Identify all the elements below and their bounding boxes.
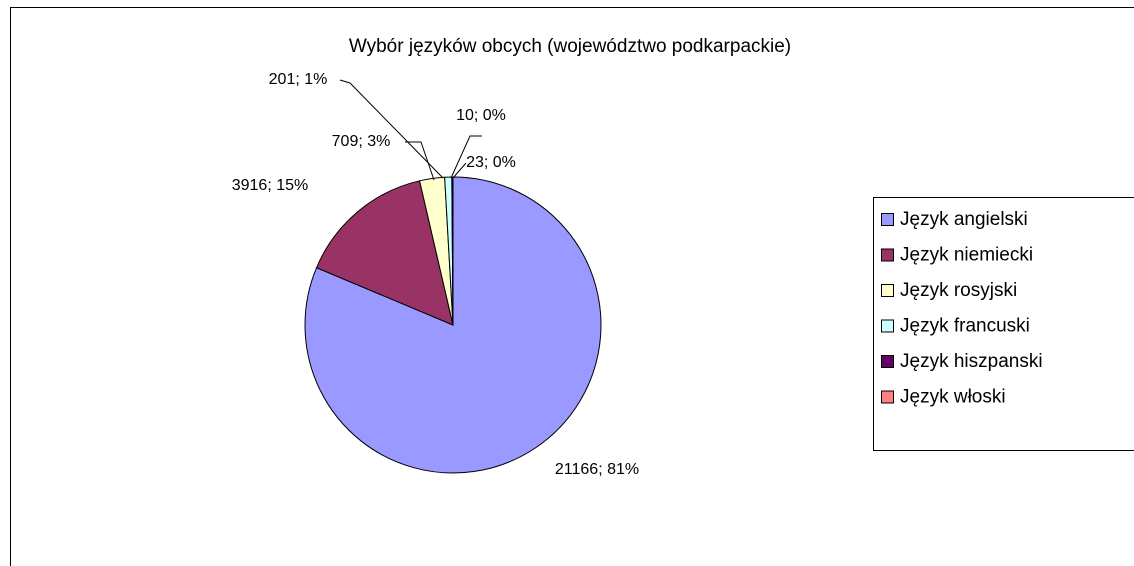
legend-label: Język rosyjski [900, 280, 1017, 301]
data-label: 709; 3% [332, 133, 391, 150]
leader-line [450, 135, 482, 179]
data-label: 201; 1% [269, 71, 328, 88]
data-label: 3916; 15% [232, 177, 309, 194]
pie-slice [315, 180, 454, 326]
legend-swatch [881, 390, 894, 404]
legend-label: Język niemiecki [900, 245, 1033, 266]
legend-swatch [881, 284, 894, 297]
data-label: 21166; 81% [555, 461, 639, 478]
legend-label: Język angielski [900, 209, 1028, 230]
legend-swatch [881, 355, 894, 368]
leader-line [339, 79, 444, 179]
leader-line [405, 141, 435, 181]
legend-swatch [881, 248, 894, 262]
pie-slice [451, 176, 454, 326]
legend-label: Język hiszpanski [900, 351, 1043, 372]
data-label: 23; 0% [466, 154, 516, 171]
legend-box [873, 197, 1134, 451]
legend-label: Język francuski [900, 316, 1030, 337]
legend-label: Język włoski [900, 387, 1006, 408]
leader-line [452, 162, 467, 179]
legend-swatch [881, 213, 894, 226]
chart-title: Wybór języków obcych (województwo podkar… [349, 36, 791, 57]
data-label: 10; 0% [456, 107, 506, 124]
legend-swatch [881, 319, 894, 333]
